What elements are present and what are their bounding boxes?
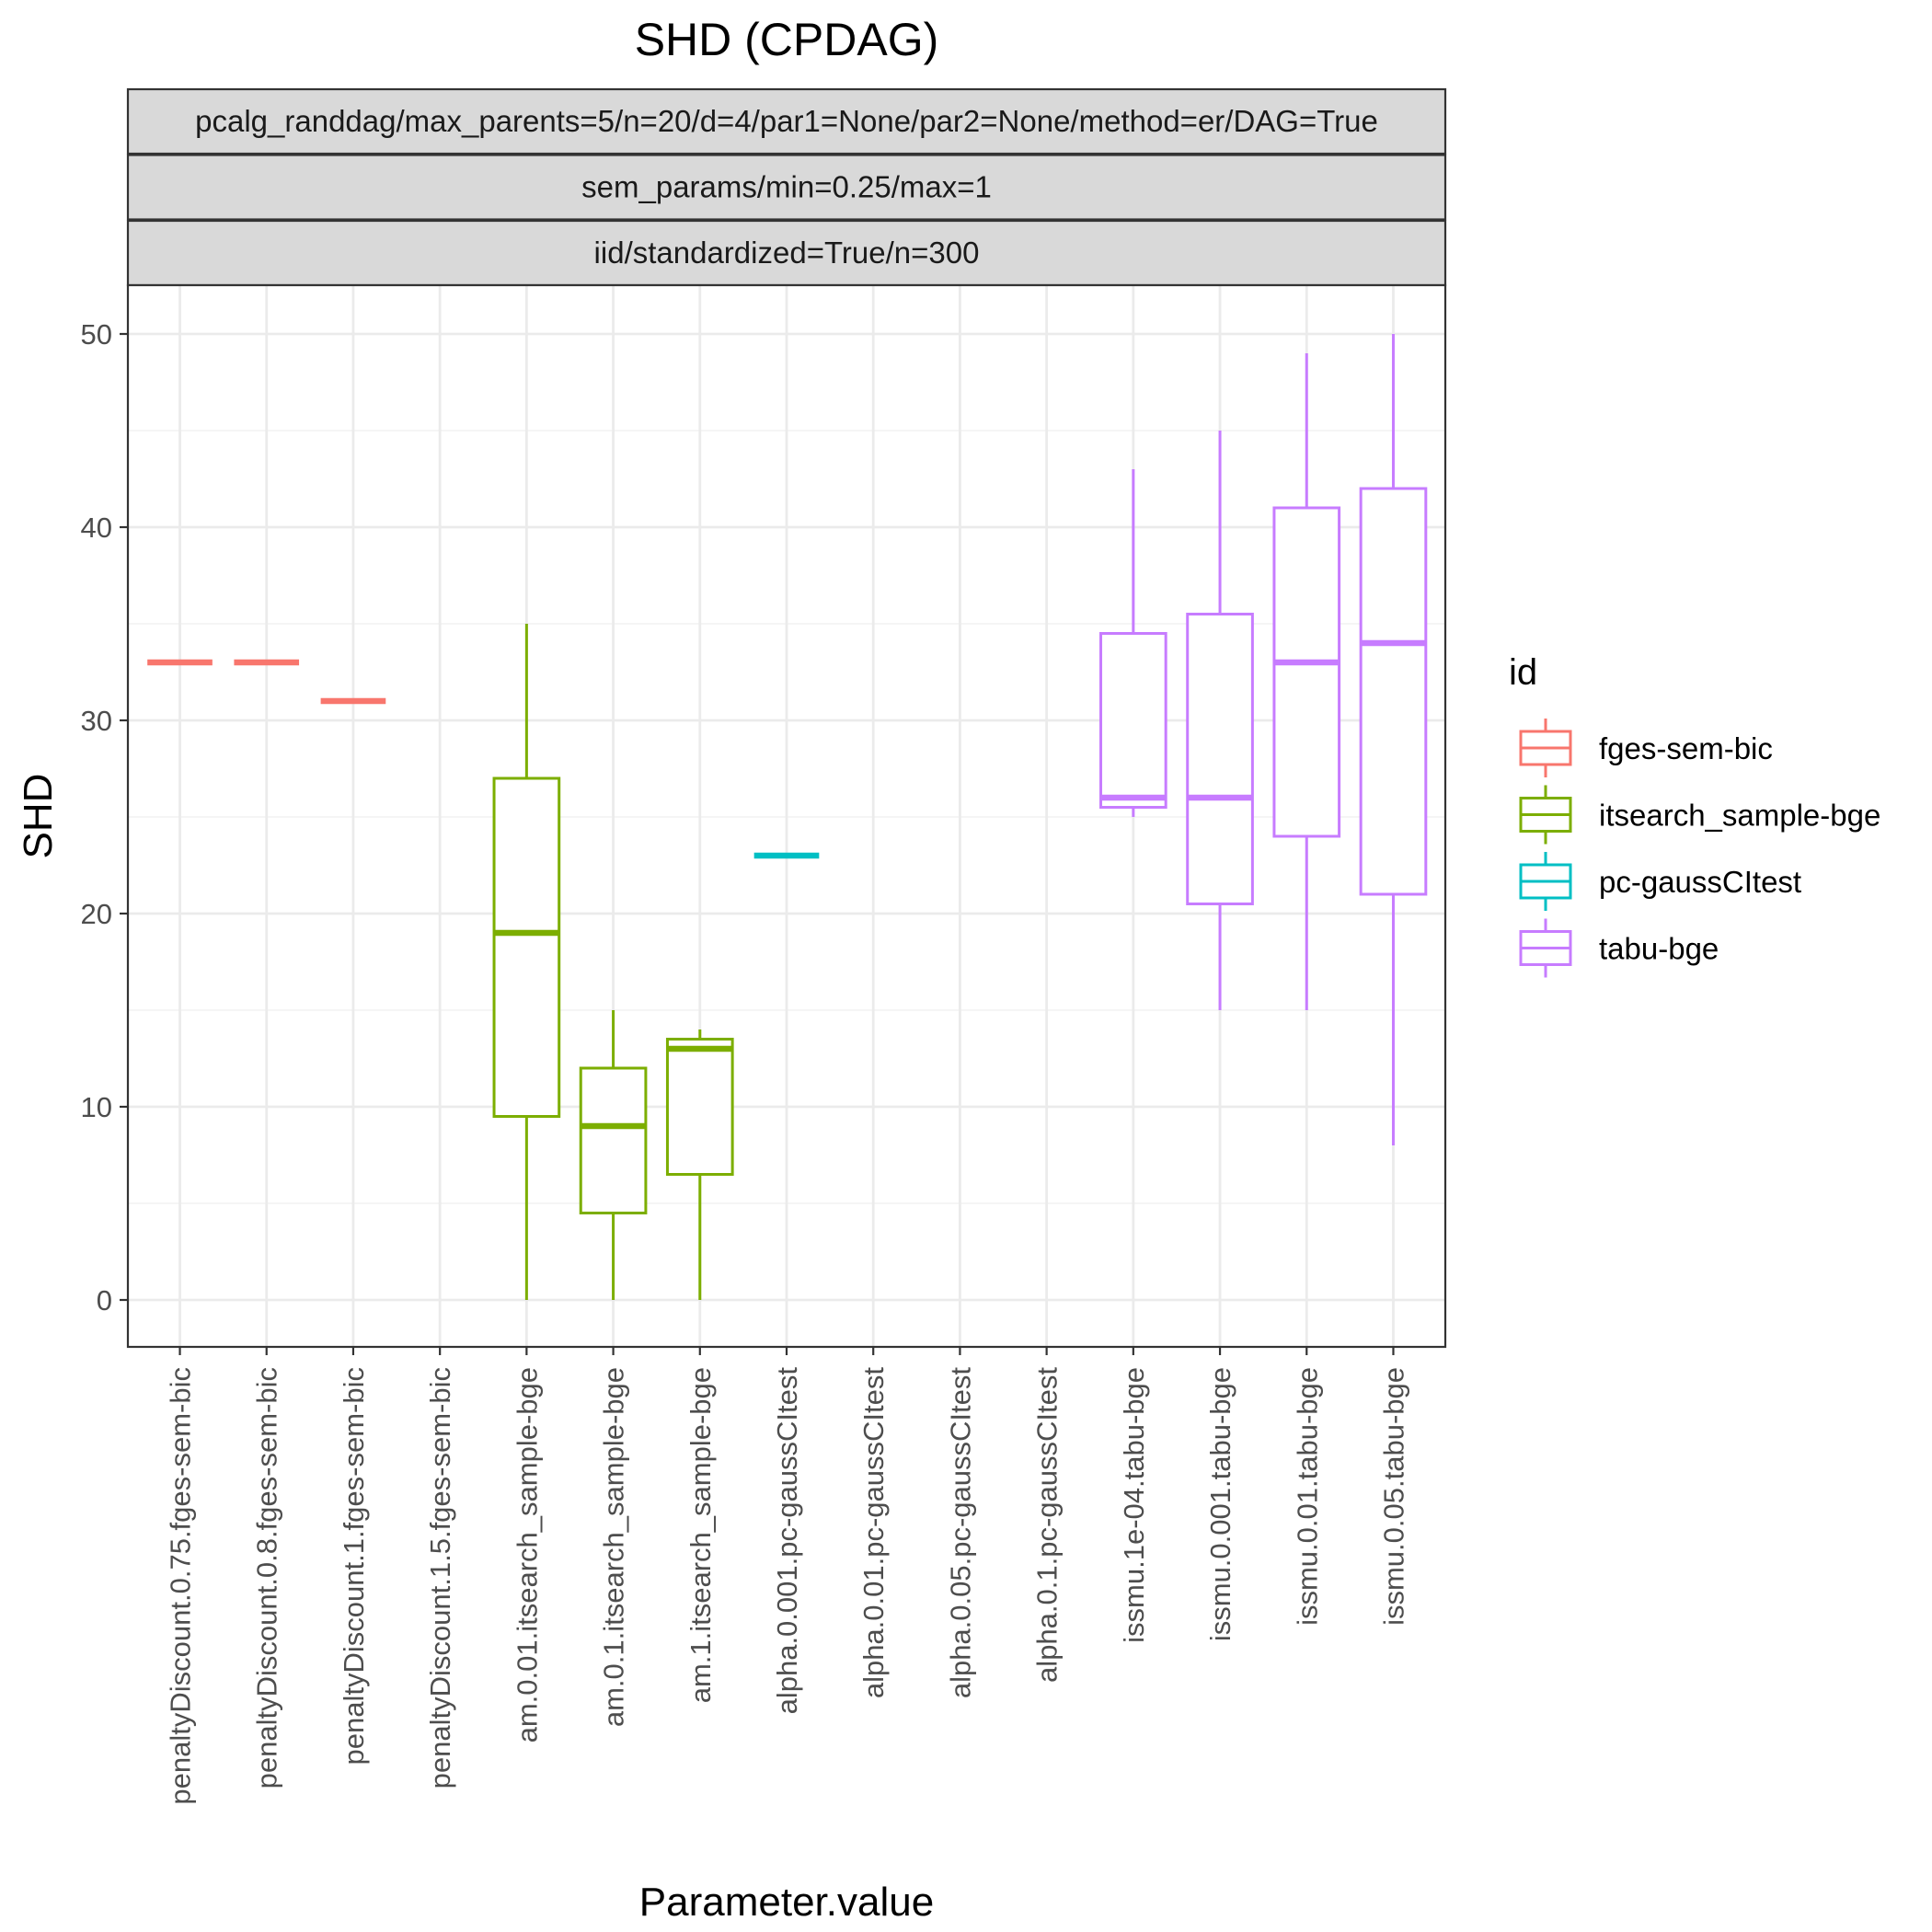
box-itsearch_sample-bge [579, 1010, 648, 1300]
box-iqr [665, 1038, 734, 1176]
x-tick-label: am.0.01.itsearch_sample-bge [511, 1367, 543, 1742]
facet-strip-label: iid/standardized=True/n=300 [594, 236, 980, 270]
legend-key-fges-sem-bic [1519, 719, 1572, 777]
y-tick-label: 0 [97, 1284, 112, 1317]
legend-label: pc-gaussCItest [1599, 865, 1801, 899]
legend-label: fges-sem-bic [1599, 731, 1773, 765]
y-axis: 0 10 20 30 40 50 [81, 318, 128, 1317]
x-tick-label: penaltyDiscount.1.fges-sem-bic [338, 1367, 370, 1765]
box-itsearch_sample-bge [492, 624, 561, 1300]
y-tick-label: 20 [81, 898, 112, 930]
box-iqr [1359, 487, 1428, 896]
facet-strips: pcalg_randdag/max_parents=5/n=20/d=4/par… [126, 87, 1447, 287]
facet-strip-2 [126, 154, 1447, 221]
x-tick-label: penaltyDiscount.0.8.fges-sem-bic [251, 1367, 283, 1788]
box-itsearch_sample-bge [665, 1029, 734, 1300]
x-tick-label: am.0.1.itsearch_sample-bge [598, 1367, 630, 1727]
legend-title: id [1509, 652, 1537, 693]
box-tabu-bge [1186, 431, 1254, 1010]
gridlines [128, 285, 1445, 1347]
plot-panel [126, 283, 1447, 1349]
x-tick-label: alpha.0.1.pc-gaussCItest [1031, 1367, 1064, 1683]
facet-strip-1 [126, 87, 1447, 155]
x-tick-label: issmu.0.001.tabu-bge [1204, 1367, 1236, 1641]
legend: id fges-sem-bic itsearch_sample-bge pc-gaus… [1509, 652, 1880, 978]
legend-label: tabu-bge [1599, 932, 1719, 966]
legend-key-itsearch_sample-bge [1519, 785, 1572, 845]
box-iqr [579, 1066, 648, 1214]
y-axis-title: SHD [16, 774, 61, 859]
chart-title: SHD (CPDAG) [635, 14, 939, 65]
facet-strip-label: sem_params/min=0.25/max=1 [581, 170, 992, 204]
box-iqr [1272, 506, 1341, 838]
box-marks [147, 334, 1428, 1300]
box-tabu-bge [1272, 353, 1341, 1010]
legend-label: itsearch_sample-bge [1599, 799, 1880, 833]
x-tick-label: issmu.1e-04.tabu-bge [1118, 1367, 1150, 1643]
x-tick-label: penaltyDiscount.0.75.fges-sem-bic [165, 1367, 197, 1805]
x-tick-label: alpha.0.001.pc-gaussCItest [771, 1367, 803, 1715]
y-tick-label: 40 [81, 512, 112, 544]
box-iqr [492, 776, 561, 1118]
x-axis-title: Parameter.value [639, 1880, 934, 1925]
x-tick-label: issmu.0.01.tabu-bge [1291, 1367, 1323, 1626]
legend-key-tabu-bge [1519, 918, 1572, 978]
legend-key-pc-gaussCItest [1519, 852, 1572, 911]
y-tick-label: 30 [81, 705, 112, 737]
x-tick-label: penaltyDiscount.1.5.fges-sem-bic [424, 1367, 456, 1788]
facet-strip-3 [126, 219, 1447, 287]
x-tick-label: am.1.itsearch_sample-bge [684, 1367, 717, 1703]
x-tick-label: alpha.0.01.pc-gaussCItest [857, 1367, 890, 1699]
y-tick-label: 10 [81, 1091, 112, 1123]
x-tick-label: issmu.0.05.tabu-bge [1377, 1367, 1409, 1626]
box-tabu-bge [1359, 334, 1428, 1145]
box-iqr [1186, 613, 1254, 905]
x-axis: penaltyDiscount.0.75.fges-sem-bic penalty… [165, 1347, 1409, 1805]
x-tick-label: alpha.0.05.pc-gaussCItest [944, 1367, 976, 1699]
box-iqr [1099, 632, 1167, 809]
box-tabu-bge [1099, 469, 1167, 817]
facet-strip-label: pcalg_randdag/max_parents=5/n=20/d=4/par… [195, 104, 1378, 138]
y-tick-label: 50 [81, 318, 112, 351]
